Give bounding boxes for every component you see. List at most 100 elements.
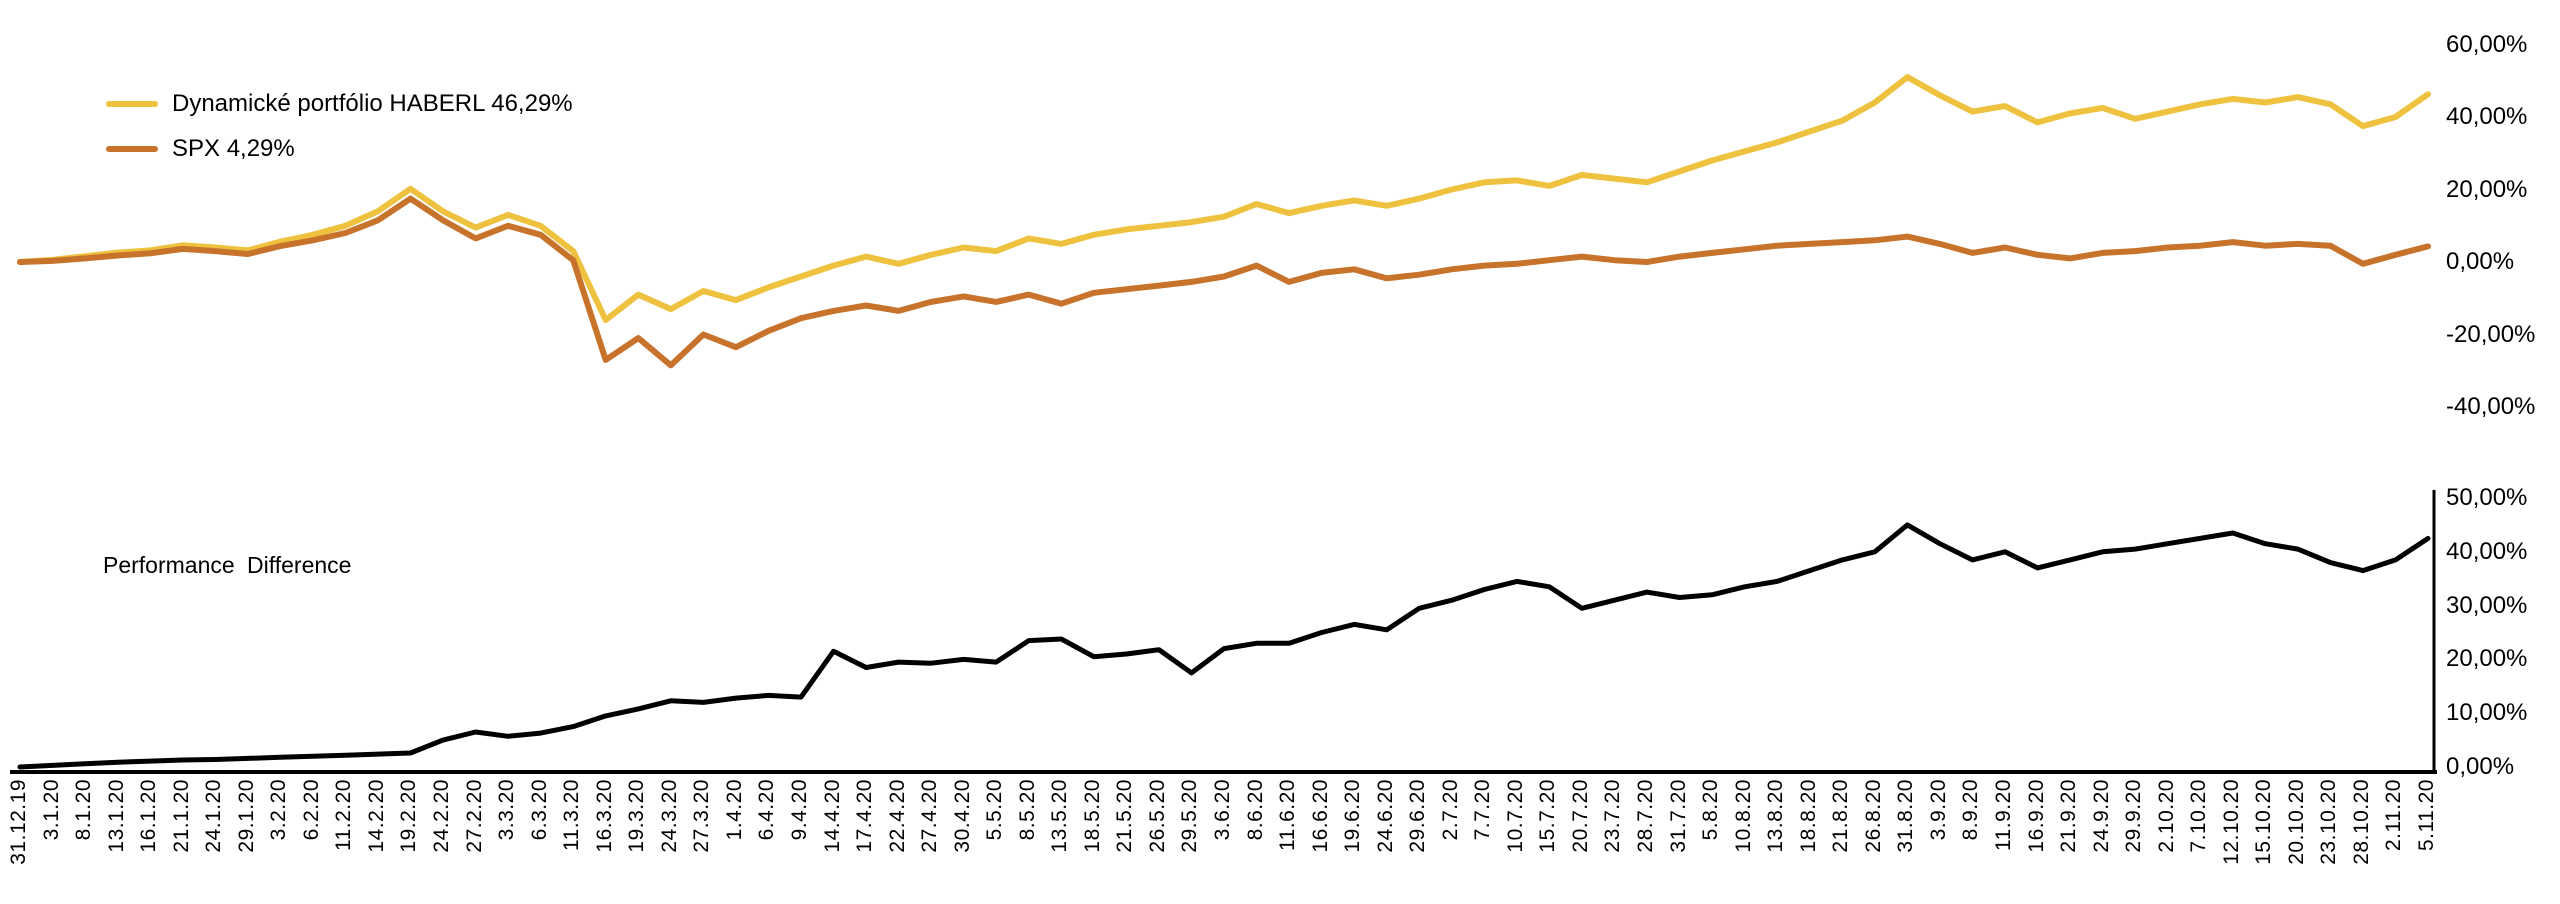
x-tick-label: 18.8.20 xyxy=(1796,779,1820,853)
y-tick-label: 20,00% xyxy=(2446,175,2528,203)
y-tick-label: 60,00% xyxy=(2446,30,2528,58)
x-tick-label: 17.4.20 xyxy=(853,779,877,853)
x-tick-label: 14.4.20 xyxy=(820,779,844,853)
x-tick-label: 27.4.20 xyxy=(918,779,942,853)
x-tick-label: 18.5.20 xyxy=(1080,779,1104,853)
x-tick-label: 5.8.20 xyxy=(1699,779,1723,841)
haberl-line-swatch xyxy=(106,101,158,107)
y-tick-label: 30,00% xyxy=(2446,591,2528,619)
x-tick-label: 19.3.20 xyxy=(625,779,649,853)
y-tick-label: 0,00% xyxy=(2446,753,2515,780)
x-tick-label: 8.1.20 xyxy=(72,779,96,841)
x-tick-label: 11.9.20 xyxy=(1991,779,2015,852)
x-tick-label: 23.7.20 xyxy=(1601,779,1625,853)
x-tick-label: 16.6.20 xyxy=(1308,779,1332,853)
legend-label-haberl: Dynamické portfólio HABERL 46,29% xyxy=(172,90,573,117)
x-tick-label: 26.8.20 xyxy=(1861,779,1885,853)
x-tick-label: 31.8.20 xyxy=(1894,779,1918,853)
x-tick-label: 2.11.20 xyxy=(2382,779,2406,852)
x-tick-label: 12.10.20 xyxy=(2219,779,2243,865)
x-tick-label: 24.9.20 xyxy=(2089,779,2113,853)
x-tick-label: 3.2.20 xyxy=(267,779,291,841)
x-tick-label: 15.7.20 xyxy=(1536,779,1560,853)
x-tick-label: 10.7.20 xyxy=(1503,779,1527,853)
x-tick-label: 20.7.20 xyxy=(1568,779,1592,853)
y-tick-label: -20,00% xyxy=(2446,320,2536,348)
x-tick-label: 3.1.20 xyxy=(39,779,63,841)
x-tick-label: 6.3.20 xyxy=(527,779,551,841)
x-tick-label: 22.4.20 xyxy=(885,779,909,853)
x-tick-label: 21.8.20 xyxy=(1829,779,1853,853)
x-tick-label: 30.4.20 xyxy=(950,779,974,853)
difference-series-line xyxy=(17,522,2431,770)
legend-item-haberl: Dynamické portfólio HABERL 46,29% xyxy=(106,90,573,118)
spx-series-line xyxy=(17,195,2431,369)
x-tick-label: 11.2.20 xyxy=(332,779,356,852)
x-tick-label: 28.10.20 xyxy=(2349,779,2373,865)
x-tick-label: 11.3.20 xyxy=(560,779,584,852)
x-tick-label: 11.6.20 xyxy=(1276,779,1300,852)
x-tick-label: 7.7.20 xyxy=(1471,779,1495,841)
x-tick-label: 28.7.20 xyxy=(1634,779,1658,853)
x-tick-label: 21.5.20 xyxy=(1113,779,1137,853)
y-tick-label: -40,00% xyxy=(2446,393,2536,420)
y-tick-label: 40,00% xyxy=(2446,103,2528,130)
legend-item-spx: SPX 4,29% xyxy=(106,135,573,163)
y-tick-label: 50,00% xyxy=(2446,484,2528,511)
x-tick-label: 21.1.20 xyxy=(169,779,193,853)
x-tick-label: 14.2.20 xyxy=(364,779,388,853)
x-tick-label: 31.7.20 xyxy=(1666,779,1690,853)
x-tick-label: 16.1.20 xyxy=(137,779,161,853)
x-tick-label: 20.10.20 xyxy=(2284,779,2308,865)
x-tick-label: 16.3.20 xyxy=(592,779,616,853)
x-tick-label: 31.12.19 xyxy=(7,779,30,865)
x-tick-label: 26.5.20 xyxy=(1145,779,1169,853)
x-tick-label: 6.2.20 xyxy=(299,779,323,841)
x-tick-label: 19.6.20 xyxy=(1341,779,1365,853)
x-tick-label: 5.5.20 xyxy=(983,779,1007,841)
x-tick-label: 29.5.20 xyxy=(1178,779,1202,853)
x-tick-label: 8.6.20 xyxy=(1243,779,1267,841)
legend-label-spx: SPX 4,29% xyxy=(172,135,295,162)
y-tick-label: 40,00% xyxy=(2446,537,2528,565)
x-tick-label: 29.6.20 xyxy=(1406,779,1430,853)
x-tick-label: 24.3.20 xyxy=(657,779,681,853)
x-tick-label: 8.9.20 xyxy=(1959,779,1983,841)
spx-line-swatch xyxy=(106,146,158,152)
y-tick-label: 10,00% xyxy=(2446,699,2528,727)
x-tick-label: 3.6.20 xyxy=(1211,779,1234,841)
x-tick-label: 5.11.20 xyxy=(2415,779,2438,852)
x-tick-label: 3.9.20 xyxy=(1926,779,1950,841)
x-tick-label: 3.3.20 xyxy=(495,779,519,841)
x-tick-label: 1.4.20 xyxy=(722,779,746,841)
x-tick-label: 13.1.20 xyxy=(104,779,128,853)
x-tick-label: 13.5.20 xyxy=(1048,779,1072,853)
legend: Dynamické portfólio HABERL 46,29% SPX 4,… xyxy=(106,90,573,180)
x-tick-label: 24.2.20 xyxy=(430,779,454,853)
x-tick-label: 6.4.20 xyxy=(755,779,779,841)
bottom-panel-title: Performance Difference xyxy=(103,552,352,578)
x-tick-label: 15.10.20 xyxy=(2252,779,2276,865)
x-tick-label: 23.10.20 xyxy=(2317,779,2341,865)
x-tick-label: 16.9.20 xyxy=(2024,779,2048,853)
x-tick-label: 2.7.20 xyxy=(1438,779,1462,841)
x-tick-label: 29.1.20 xyxy=(234,779,258,853)
x-tick-label: 19.2.20 xyxy=(397,779,421,853)
x-tick-label: 27.2.20 xyxy=(462,779,486,853)
x-tick-label: 29.9.20 xyxy=(2122,779,2146,853)
x-tick-label: 7.10.20 xyxy=(2187,779,2211,853)
x-tick-label: 8.5.20 xyxy=(1015,779,1039,841)
x-tick-label: 21.9.20 xyxy=(2057,779,2081,853)
haberl-series-line xyxy=(17,74,2431,323)
x-tick-label: 2.10.20 xyxy=(2154,779,2178,853)
x-tick-label: 24.6.20 xyxy=(1373,779,1397,853)
x-tick-label: 27.3.20 xyxy=(690,779,714,853)
y-tick-label: 0,00% xyxy=(2446,248,2515,275)
x-tick-label: 24.1.20 xyxy=(202,779,226,853)
x-tick-label: 10.8.20 xyxy=(1731,779,1755,853)
x-tick-label: 9.4.20 xyxy=(787,779,811,841)
y-tick-label: 20,00% xyxy=(2446,645,2528,673)
x-tick-label: 13.8.20 xyxy=(1764,779,1788,853)
